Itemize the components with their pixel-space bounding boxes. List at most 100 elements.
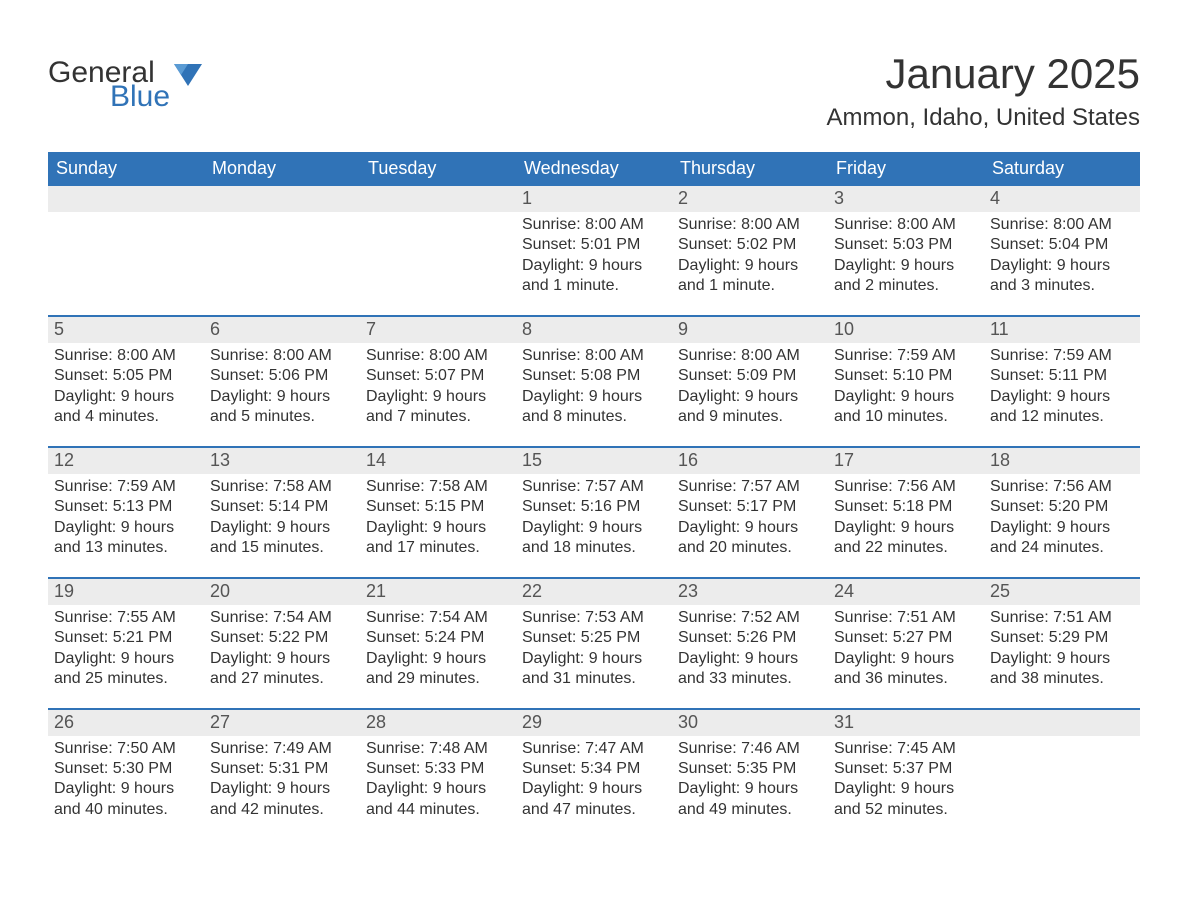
day-cell: 29Sunrise: 7:47 AMSunset: 5:34 PMDayligh… (516, 710, 672, 839)
day-sunset: Sunset: 5:30 PM (54, 759, 198, 779)
day-body: Sunrise: 8:00 AMSunset: 5:01 PMDaylight:… (516, 212, 672, 315)
day-cell: 21Sunrise: 7:54 AMSunset: 5:24 PMDayligh… (360, 579, 516, 708)
day-cell: 27Sunrise: 7:49 AMSunset: 5:31 PMDayligh… (204, 710, 360, 839)
day-cell: 3Sunrise: 8:00 AMSunset: 5:03 PMDaylight… (828, 186, 984, 315)
day-body: Sunrise: 7:59 AMSunset: 5:10 PMDaylight:… (828, 343, 984, 446)
day-number: 27 (204, 710, 360, 736)
day-body: Sunrise: 7:58 AMSunset: 5:15 PMDaylight:… (360, 474, 516, 577)
day-sunset: Sunset: 5:11 PM (990, 366, 1134, 386)
day-d1: Daylight: 9 hours (834, 779, 978, 799)
day-sunset: Sunset: 5:35 PM (678, 759, 822, 779)
day-cell (204, 186, 360, 315)
day-sunrise: Sunrise: 8:00 AM (366, 346, 510, 366)
day-sunset: Sunset: 5:34 PM (522, 759, 666, 779)
day-sunrise: Sunrise: 7:50 AM (54, 739, 198, 759)
day-sunset: Sunset: 5:10 PM (834, 366, 978, 386)
day-sunrise: Sunrise: 8:00 AM (522, 346, 666, 366)
day-body: Sunrise: 7:57 AMSunset: 5:17 PMDaylight:… (672, 474, 828, 577)
day-d1: Daylight: 9 hours (522, 779, 666, 799)
weekday-cell: Saturday (984, 152, 1140, 186)
day-d2: and 38 minutes. (990, 669, 1134, 689)
day-number: 12 (48, 448, 204, 474)
day-body: Sunrise: 7:56 AMSunset: 5:18 PMDaylight:… (828, 474, 984, 577)
day-body: Sunrise: 7:45 AMSunset: 5:37 PMDaylight:… (828, 736, 984, 839)
day-d2: and 15 minutes. (210, 538, 354, 558)
day-body: Sunrise: 8:00 AMSunset: 5:02 PMDaylight:… (672, 212, 828, 315)
weekday-row: SundayMondayTuesdayWednesdayThursdayFrid… (48, 152, 1140, 186)
day-sunset: Sunset: 5:01 PM (522, 235, 666, 255)
day-sunset: Sunset: 5:07 PM (366, 366, 510, 386)
logo-text: General Blue (48, 58, 170, 112)
day-d2: and 31 minutes. (522, 669, 666, 689)
day-cell: 31Sunrise: 7:45 AMSunset: 5:37 PMDayligh… (828, 710, 984, 839)
day-cell: 23Sunrise: 7:52 AMSunset: 5:26 PMDayligh… (672, 579, 828, 708)
day-sunrise: Sunrise: 7:58 AM (210, 477, 354, 497)
empty-day (360, 186, 516, 212)
day-cell: 28Sunrise: 7:48 AMSunset: 5:33 PMDayligh… (360, 710, 516, 839)
day-sunrise: Sunrise: 7:59 AM (54, 477, 198, 497)
day-d2: and 3 minutes. (990, 276, 1134, 296)
day-d2: and 29 minutes. (366, 669, 510, 689)
day-body: Sunrise: 7:51 AMSunset: 5:29 PMDaylight:… (984, 605, 1140, 708)
day-number: 25 (984, 579, 1140, 605)
day-d1: Daylight: 9 hours (522, 649, 666, 669)
day-sunrise: Sunrise: 7:54 AM (366, 608, 510, 628)
day-d2: and 4 minutes. (54, 407, 198, 427)
day-sunset: Sunset: 5:31 PM (210, 759, 354, 779)
day-body: Sunrise: 7:49 AMSunset: 5:31 PMDaylight:… (204, 736, 360, 839)
day-body: Sunrise: 7:56 AMSunset: 5:20 PMDaylight:… (984, 474, 1140, 577)
day-d1: Daylight: 9 hours (990, 387, 1134, 407)
day-number: 16 (672, 448, 828, 474)
weekday-cell: Tuesday (360, 152, 516, 186)
day-sunset: Sunset: 5:15 PM (366, 497, 510, 517)
day-sunrise: Sunrise: 8:00 AM (54, 346, 198, 366)
day-cell: 9Sunrise: 8:00 AMSunset: 5:09 PMDaylight… (672, 317, 828, 446)
day-sunset: Sunset: 5:26 PM (678, 628, 822, 648)
day-sunrise: Sunrise: 7:51 AM (834, 608, 978, 628)
day-body: Sunrise: 8:00 AMSunset: 5:08 PMDaylight:… (516, 343, 672, 446)
day-d1: Daylight: 9 hours (54, 649, 198, 669)
logo: General Blue (48, 50, 202, 112)
day-cell: 19Sunrise: 7:55 AMSunset: 5:21 PMDayligh… (48, 579, 204, 708)
week-row: 1Sunrise: 8:00 AMSunset: 5:01 PMDaylight… (48, 186, 1140, 315)
day-cell: 11Sunrise: 7:59 AMSunset: 5:11 PMDayligh… (984, 317, 1140, 446)
day-body: Sunrise: 8:00 AMSunset: 5:09 PMDaylight:… (672, 343, 828, 446)
day-sunset: Sunset: 5:14 PM (210, 497, 354, 517)
day-sunrise: Sunrise: 8:00 AM (678, 215, 822, 235)
day-cell: 15Sunrise: 7:57 AMSunset: 5:16 PMDayligh… (516, 448, 672, 577)
day-d2: and 47 minutes. (522, 800, 666, 820)
day-number: 8 (516, 317, 672, 343)
day-d1: Daylight: 9 hours (990, 518, 1134, 538)
day-cell: 1Sunrise: 8:00 AMSunset: 5:01 PMDaylight… (516, 186, 672, 315)
day-cell: 10Sunrise: 7:59 AMSunset: 5:10 PMDayligh… (828, 317, 984, 446)
day-body: Sunrise: 7:51 AMSunset: 5:27 PMDaylight:… (828, 605, 984, 708)
day-cell: 20Sunrise: 7:54 AMSunset: 5:22 PMDayligh… (204, 579, 360, 708)
day-sunset: Sunset: 5:24 PM (366, 628, 510, 648)
empty-day (204, 186, 360, 212)
day-number: 11 (984, 317, 1140, 343)
day-sunset: Sunset: 5:25 PM (522, 628, 666, 648)
logo-flag-icon (174, 64, 202, 86)
logo-blue: Blue (110, 82, 170, 112)
day-d2: and 18 minutes. (522, 538, 666, 558)
day-sunrise: Sunrise: 7:51 AM (990, 608, 1134, 628)
day-cell: 14Sunrise: 7:58 AMSunset: 5:15 PMDayligh… (360, 448, 516, 577)
week-row: 19Sunrise: 7:55 AMSunset: 5:21 PMDayligh… (48, 577, 1140, 708)
day-d1: Daylight: 9 hours (210, 779, 354, 799)
day-d2: and 10 minutes. (834, 407, 978, 427)
day-d2: and 7 minutes. (366, 407, 510, 427)
week-row: 26Sunrise: 7:50 AMSunset: 5:30 PMDayligh… (48, 708, 1140, 839)
day-number: 17 (828, 448, 984, 474)
day-d1: Daylight: 9 hours (678, 649, 822, 669)
day-number: 18 (984, 448, 1140, 474)
day-sunrise: Sunrise: 7:58 AM (366, 477, 510, 497)
day-d2: and 5 minutes. (210, 407, 354, 427)
day-number: 30 (672, 710, 828, 736)
day-sunrise: Sunrise: 7:52 AM (678, 608, 822, 628)
day-sunset: Sunset: 5:27 PM (834, 628, 978, 648)
day-d2: and 8 minutes. (522, 407, 666, 427)
day-sunrise: Sunrise: 8:00 AM (210, 346, 354, 366)
day-d1: Daylight: 9 hours (678, 256, 822, 276)
day-cell (48, 186, 204, 315)
day-sunset: Sunset: 5:20 PM (990, 497, 1134, 517)
